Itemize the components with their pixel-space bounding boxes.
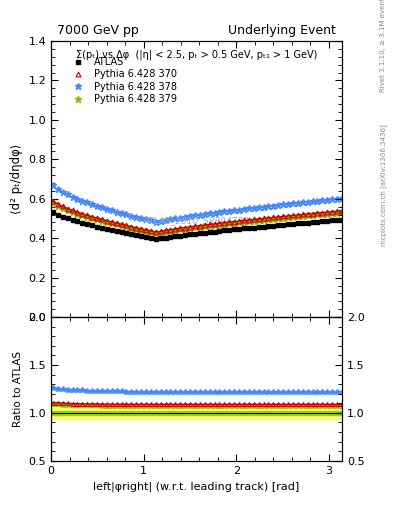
- Bar: [51, 407, 342, 419]
- Pythia 6.428 379: [51, 200, 55, 206]
- Pythia 6.428 378: [149, 218, 153, 224]
- Pythia 6.428 378: [99, 204, 104, 210]
- Text: 7000 GeV pp: 7000 GeV pp: [57, 24, 139, 37]
- Pythia 6.428 370: [153, 229, 158, 235]
- Pythia 6.428 370: [149, 228, 153, 234]
- Text: mcplots.cern.ch [arXiv:1306.3436]: mcplots.cern.ch [arXiv:1306.3436]: [380, 124, 387, 246]
- ATLAS: [143, 234, 148, 240]
- Line: Pythia 6.428 379: Pythia 6.428 379: [50, 199, 345, 237]
- ATLAS: [99, 225, 104, 231]
- Text: Σ(pₜ) vs Δφ  (|η| < 2.5, pₜ > 0.5 GeV, pₜ₁ > 1 GeV): Σ(pₜ) vs Δφ (|η| < 2.5, pₜ > 0.5 GeV, pₜ…: [76, 49, 317, 60]
- Pythia 6.428 378: [340, 195, 344, 201]
- Pythia 6.428 379: [99, 218, 104, 224]
- Pythia 6.428 378: [134, 214, 139, 220]
- Pythia 6.428 370: [99, 217, 104, 223]
- Pythia 6.428 379: [340, 209, 344, 215]
- Pythia 6.428 379: [153, 230, 158, 236]
- Pythia 6.428 370: [340, 208, 344, 214]
- ATLAS: [149, 235, 153, 241]
- ATLAS: [124, 230, 129, 236]
- Pythia 6.428 370: [237, 218, 241, 224]
- Pythia 6.428 378: [237, 206, 241, 212]
- Pythia 6.428 378: [124, 211, 129, 218]
- Text: Rivet 3.1.10, ≥ 3.1M events: Rivet 3.1.10, ≥ 3.1M events: [380, 0, 386, 92]
- Pythia 6.428 378: [51, 182, 55, 188]
- Y-axis label: ⟨d² pₜ/dηdφ⟩: ⟨d² pₜ/dηdφ⟩: [10, 144, 23, 214]
- Pythia 6.428 370: [143, 227, 148, 233]
- Pythia 6.428 378: [143, 216, 148, 222]
- Pythia 6.428 379: [149, 229, 153, 235]
- ATLAS: [51, 209, 55, 216]
- Bar: [51, 411, 342, 415]
- Legend: ATLAS, Pythia 6.428 370, Pythia 6.428 378, Pythia 6.428 379: ATLAS, Pythia 6.428 370, Pythia 6.428 37…: [65, 54, 180, 107]
- Pythia 6.428 378: [153, 219, 158, 225]
- ATLAS: [153, 236, 158, 242]
- Pythia 6.428 379: [143, 228, 148, 234]
- Text: ATLAS_2010_S8894728: ATLAS_2010_S8894728: [143, 216, 250, 225]
- ATLAS: [237, 226, 241, 232]
- Pythia 6.428 379: [124, 224, 129, 230]
- Line: Pythia 6.428 378: Pythia 6.428 378: [50, 182, 345, 225]
- Pythia 6.428 379: [237, 219, 241, 225]
- Line: Pythia 6.428 370: Pythia 6.428 370: [51, 199, 344, 234]
- ATLAS: [340, 217, 344, 223]
- Text: Underlying Event: Underlying Event: [228, 24, 336, 37]
- Pythia 6.428 370: [124, 222, 129, 228]
- Y-axis label: Ratio to ATLAS: Ratio to ATLAS: [13, 351, 23, 427]
- X-axis label: left|φright| (w.r.t. leading track) [rad]: left|φright| (w.r.t. leading track) [rad…: [94, 481, 299, 492]
- Pythia 6.428 370: [51, 198, 55, 204]
- Line: ATLAS: ATLAS: [51, 210, 344, 241]
- Pythia 6.428 370: [134, 225, 139, 231]
- ATLAS: [134, 232, 139, 238]
- Pythia 6.428 379: [134, 226, 139, 232]
